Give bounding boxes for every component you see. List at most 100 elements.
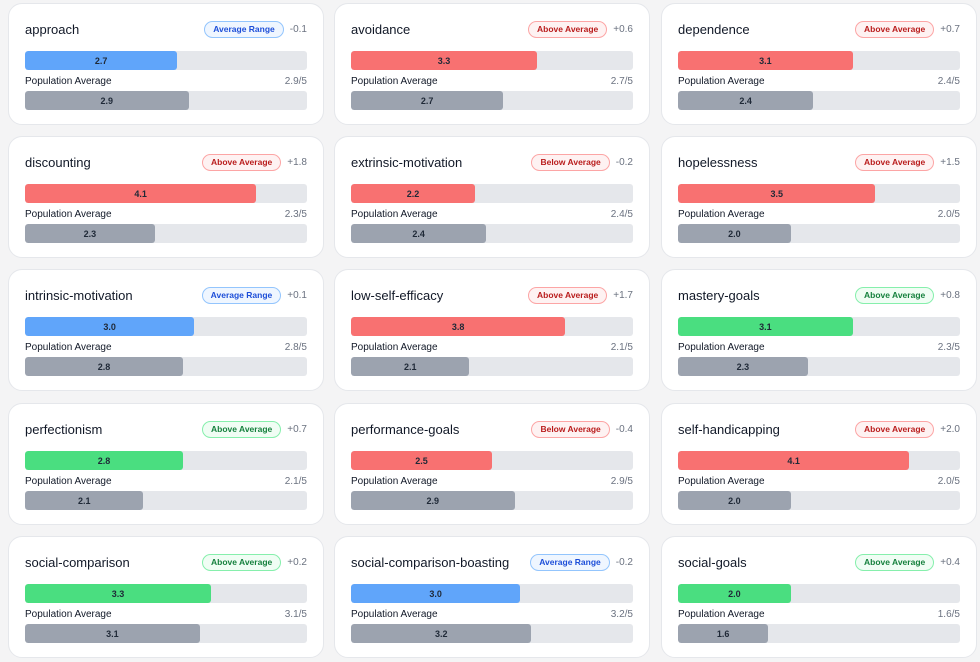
population-value: 2.7/5 — [610, 76, 633, 87]
badge-group: Above Average +0.6 — [527, 21, 633, 38]
population-bar-track: 1.6 — [678, 624, 960, 643]
status-badge: Below Average — [531, 154, 610, 171]
population-row: Population Average 3.2/5 — [351, 609, 633, 620]
score-bar-track: 2.0 — [678, 584, 960, 603]
population-label: Population Average — [25, 476, 112, 487]
badge-group: Below Average -0.2 — [531, 154, 633, 171]
score-card: extrinsic-motivation Below Average -0.2 2.2… — [334, 136, 650, 258]
population-row: Population Average 3.1/5 — [25, 609, 307, 620]
status-badge: Below Average — [531, 421, 610, 438]
population-bar-track: 2.4 — [678, 91, 960, 110]
status-badge: Above Average — [854, 287, 935, 304]
delta-value: +0.4 — [940, 557, 960, 568]
badge-group: Below Average -0.4 — [531, 421, 633, 438]
population-bar: 2.4 — [678, 91, 814, 110]
score-bar: 4.1 — [25, 184, 257, 203]
badge-group: Above Average +0.7 — [854, 21, 960, 38]
score-bar: 3.0 — [25, 317, 195, 336]
population-bar: 2.7 — [351, 91, 504, 110]
card-title: social-comparison — [25, 555, 130, 570]
status-badge: Above Average — [527, 287, 608, 304]
population-bar: 2.9 — [25, 91, 189, 110]
delta-value: -0.1 — [289, 24, 307, 35]
population-row: Population Average 2.9/5 — [351, 476, 633, 487]
card-title: low-self-efficacy — [351, 288, 444, 303]
status-badge: Above Average — [854, 21, 935, 38]
population-bar: 2.3 — [678, 357, 808, 376]
population-label: Population Average — [25, 76, 112, 87]
population-label: Population Average — [678, 342, 765, 353]
score-bar-track: 3.5 — [678, 184, 960, 203]
population-value: 1.6/5 — [937, 609, 960, 620]
card-title: mastery-goals — [678, 288, 760, 303]
population-row: Population Average 2.9/5 — [25, 76, 307, 87]
population-value: 2.8/5 — [284, 342, 307, 353]
population-label: Population Average — [25, 342, 112, 353]
score-bar: 3.1 — [678, 51, 853, 70]
badge-group: Above Average +0.7 — [201, 421, 307, 438]
population-row: Population Average 2.0/5 — [678, 476, 960, 487]
delta-value: -0.2 — [615, 157, 633, 168]
card-title: social-comparison-boasting — [351, 555, 510, 570]
score-bar: 4.1 — [678, 451, 910, 470]
population-bar: 2.0 — [678, 224, 791, 243]
status-badge: Above Average — [527, 21, 608, 38]
card-title: hopelessness — [678, 155, 758, 170]
population-bar: 2.1 — [351, 357, 470, 376]
population-bar-track: 2.9 — [351, 491, 633, 510]
population-bar: 2.0 — [678, 491, 791, 510]
score-card: intrinsic-motivation Average Range +0.1 3.0… — [8, 269, 324, 391]
population-bar-track: 2.9 — [25, 91, 307, 110]
score-bar: 3.5 — [678, 184, 876, 203]
population-bar-track: 2.7 — [351, 91, 633, 110]
status-badge: Above Average — [201, 421, 282, 438]
status-badge: Above Average — [201, 554, 282, 571]
score-bar: 3.3 — [25, 584, 212, 603]
population-value: 2.4/5 — [610, 209, 633, 220]
score-bar-track: 2.5 — [351, 451, 633, 470]
score-bar-track: 2.7 — [25, 51, 307, 70]
population-bar-track: 2.0 — [678, 491, 960, 510]
score-bar-track: 3.1 — [678, 51, 960, 70]
score-card: social-comparison Above Average +0.2 3.3 Pop… — [8, 536, 324, 658]
score-bar-track: 3.1 — [678, 317, 960, 336]
status-badge: Average Range — [204, 21, 284, 38]
score-card: discounting Above Average +1.8 4.1 Populatio… — [8, 136, 324, 258]
population-value: 2.4/5 — [937, 76, 960, 87]
delta-value: -0.2 — [615, 557, 633, 568]
status-badge: Above Average — [854, 554, 935, 571]
population-value: 2.0/5 — [937, 476, 960, 487]
score-card: social-goals Above Average +0.4 2.0 Populati… — [661, 536, 977, 658]
population-bar: 1.6 — [678, 624, 769, 643]
delta-value: +0.1 — [287, 290, 307, 301]
population-row: Population Average 2.4/5 — [678, 76, 960, 87]
card-title: performance-goals — [351, 422, 460, 437]
badge-group: Average Range +0.1 — [201, 287, 307, 304]
population-label: Population Average — [678, 209, 765, 220]
delta-value: +0.6 — [613, 24, 633, 35]
population-label: Population Average — [678, 76, 765, 87]
status-badge: Above Average — [201, 154, 282, 171]
population-bar-track: 3.2 — [351, 624, 633, 643]
population-row: Population Average 2.7/5 — [351, 76, 633, 87]
population-row: Population Average 2.8/5 — [25, 342, 307, 353]
population-value: 3.1/5 — [284, 609, 307, 620]
population-label: Population Average — [25, 609, 112, 620]
population-label: Population Average — [351, 342, 438, 353]
badge-group: Above Average +0.2 — [201, 554, 307, 571]
card-title: avoidance — [351, 22, 411, 37]
population-value: 2.1/5 — [284, 476, 307, 487]
population-row: Population Average 2.0/5 — [678, 209, 960, 220]
score-bar-track: 3.3 — [25, 584, 307, 603]
badge-group: Above Average +1.8 — [201, 154, 307, 171]
score-bar-track: 3.8 — [351, 317, 633, 336]
population-label: Population Average — [678, 609, 765, 620]
status-badge: Average Range — [201, 287, 282, 304]
population-label: Population Average — [351, 476, 438, 487]
badge-group: Above Average +0.8 — [854, 287, 960, 304]
score-bar: 3.8 — [351, 317, 566, 336]
population-label: Population Average — [678, 476, 765, 487]
score-bar: 3.1 — [678, 317, 853, 336]
delta-value: +0.7 — [940, 24, 960, 35]
